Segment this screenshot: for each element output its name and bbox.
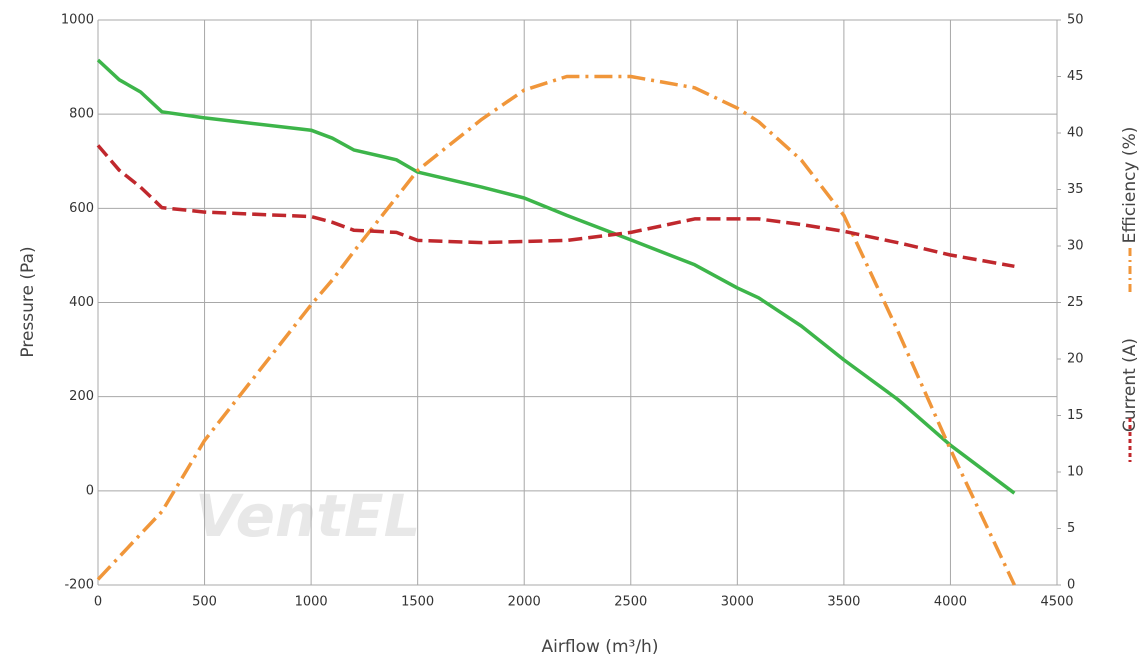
x-tick-label: 0 [94,595,102,610]
y2-tick-label: 40 [1067,126,1084,141]
y2-tick-label: 10 [1067,465,1084,480]
y-tick-label: -200 [64,578,94,593]
x-tick-label: 4500 [1040,595,1073,610]
legend-label: Current (A) [1120,338,1140,432]
y-tick-label: 1000 [61,13,94,28]
y-tick-label: 200 [69,389,94,404]
y2-tick-label: 15 [1067,408,1084,423]
x-tick-label: 3500 [827,595,860,610]
x-tick-label: 1000 [295,595,328,610]
y-axis-title: Pressure (Pa) [18,246,38,357]
y2-tick-label: 45 [1067,69,1084,84]
x-tick-label: 4000 [934,595,967,610]
x-axis-title: Airflow (m³/h) [542,637,659,657]
y2-tick-label: 20 [1067,352,1084,367]
x-tick-label: 2500 [614,595,647,610]
x-tick-label: 2000 [508,595,541,610]
watermark: VentEL [195,482,421,550]
y2-tick-label: 30 [1067,239,1084,254]
x-tick-label: 500 [192,595,217,610]
legend-label: Efficiency (%) [1120,127,1140,244]
x-tick-label: 1500 [401,595,434,610]
y2-tick-label: 0 [1067,578,1075,593]
y-tick-label: 400 [69,295,94,310]
x-tick-label: 3000 [721,595,754,610]
y-tick-label: 0 [86,483,94,498]
y2-tick-label: 50 [1067,13,1084,28]
series-line [96,74,1016,586]
y2-tick-label: 35 [1067,182,1084,197]
series-line [96,58,1016,495]
series-line [96,144,1015,269]
y2-tick-label: 25 [1067,295,1084,310]
y2-tick-label: 5 [1067,521,1075,536]
y-tick-label: 600 [69,201,94,216]
y-tick-label: 800 [69,107,94,122]
